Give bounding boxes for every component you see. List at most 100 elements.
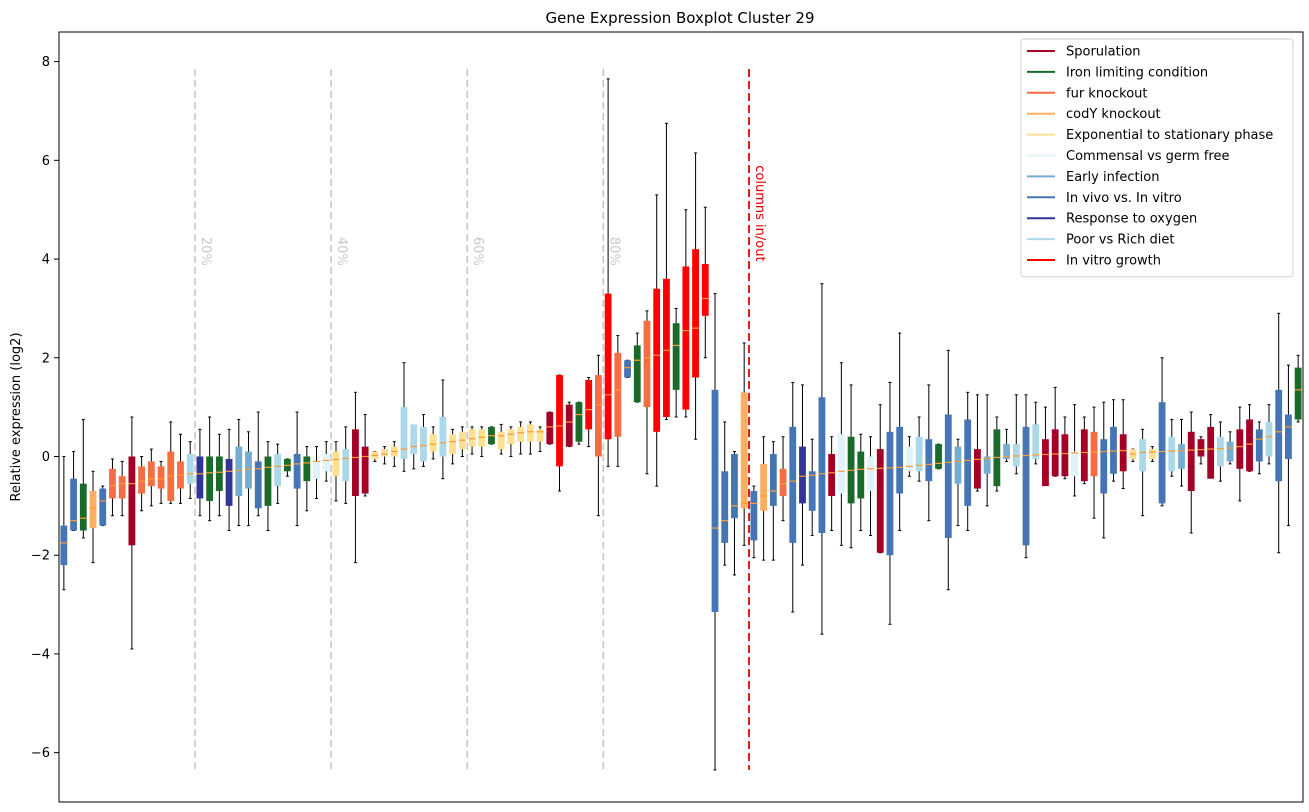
legend-label: Exponential to stationary phase <box>1066 128 1273 143</box>
box-item <box>1051 386 1059 477</box>
box-item <box>60 455 68 591</box>
box-item <box>526 421 534 455</box>
box-item <box>1246 404 1253 472</box>
legend: Sporulation Iron limiting condition fur kn… <box>1020 38 1294 278</box>
box-body <box>905 446 913 472</box>
box-body <box>731 454 738 519</box>
box-body <box>109 468 116 499</box>
box-body <box>944 414 952 538</box>
box-item <box>1197 436 1205 465</box>
box-body <box>837 434 845 494</box>
box-item <box>215 433 223 517</box>
box-item <box>1294 354 1302 423</box>
box-item <box>721 421 729 566</box>
box-body <box>303 456 311 482</box>
box-item <box>886 381 894 625</box>
box-body <box>789 426 797 543</box>
box-item <box>653 194 661 487</box>
box-body <box>1168 436 1176 472</box>
box-item <box>1168 418 1176 477</box>
box-item <box>99 485 107 527</box>
box-body <box>575 402 583 442</box>
percentile-label: 20% <box>198 237 213 266</box>
box-item <box>604 78 612 467</box>
box-body <box>89 491 97 529</box>
box-body <box>400 407 408 459</box>
box-body <box>711 389 719 612</box>
box-item <box>993 416 1001 492</box>
box-body <box>526 424 534 442</box>
box-body <box>264 456 272 506</box>
box-item <box>1139 428 1147 517</box>
box-body <box>60 525 68 566</box>
box-body <box>740 392 748 509</box>
box-item <box>507 426 515 457</box>
box-item <box>420 414 427 467</box>
box-item <box>1003 428 1010 462</box>
box-body <box>1197 439 1205 457</box>
box-item <box>915 416 923 482</box>
box-body <box>147 461 155 487</box>
box-item <box>186 441 194 499</box>
box-item <box>390 441 398 467</box>
box-item <box>517 421 525 455</box>
box-body <box>1003 444 1010 459</box>
y-tick-label: 2 <box>42 351 50 366</box>
box-body <box>157 466 165 489</box>
box-item <box>818 283 826 635</box>
box-body <box>468 429 476 447</box>
box-item <box>828 436 836 532</box>
box-item <box>1061 416 1069 480</box>
box-body <box>604 293 612 440</box>
box-body <box>546 412 554 445</box>
box-body <box>935 444 942 469</box>
box-body <box>721 471 729 543</box>
box-item <box>167 421 175 504</box>
box-body <box>983 456 991 474</box>
box-body <box>478 429 486 447</box>
box-item <box>400 362 408 472</box>
box-item <box>371 451 379 462</box>
box-item <box>322 441 330 482</box>
box-body <box>1032 424 1040 459</box>
box-item <box>789 381 797 613</box>
percentile-label: 80% <box>606 237 621 266</box>
legend-label: Early infection <box>1066 170 1159 185</box>
box-body <box>118 476 126 499</box>
box-item <box>439 379 447 480</box>
box-item <box>769 441 777 561</box>
box-item <box>1265 404 1273 465</box>
box-body <box>594 375 602 457</box>
box-item <box>429 426 437 460</box>
box-item <box>118 460 126 517</box>
box-item <box>478 426 486 457</box>
box-body <box>186 454 194 484</box>
legend-label: Iron limiting condition <box>1066 65 1208 80</box>
box-body <box>750 491 758 541</box>
box-item <box>303 446 311 512</box>
box-body <box>1236 429 1244 469</box>
box-body <box>225 458 233 506</box>
box-body <box>342 449 350 482</box>
y-axis-label: Relative expression (log2) <box>9 332 24 501</box>
legend-label: Commensal vs germ free <box>1066 149 1229 164</box>
box-body <box>293 454 301 489</box>
box-body <box>624 360 631 378</box>
box-body <box>614 352 622 437</box>
y-tick-label: 0 <box>42 450 50 465</box>
box-item <box>458 426 466 457</box>
box-body <box>196 456 204 499</box>
box-body <box>254 461 262 509</box>
box-item <box>711 293 719 771</box>
box-body <box>672 323 680 390</box>
box-item <box>293 411 301 527</box>
box-item <box>750 485 758 559</box>
legend-label: Response to oxygen <box>1066 212 1197 227</box>
box-item <box>1148 446 1156 462</box>
box-item <box>206 416 214 522</box>
legend-label: Poor vs Rich diet <box>1066 233 1174 248</box>
box-body <box>808 471 816 511</box>
plot-frame <box>58 31 1304 803</box>
box-body <box>1285 414 1292 459</box>
box-item <box>235 418 243 527</box>
